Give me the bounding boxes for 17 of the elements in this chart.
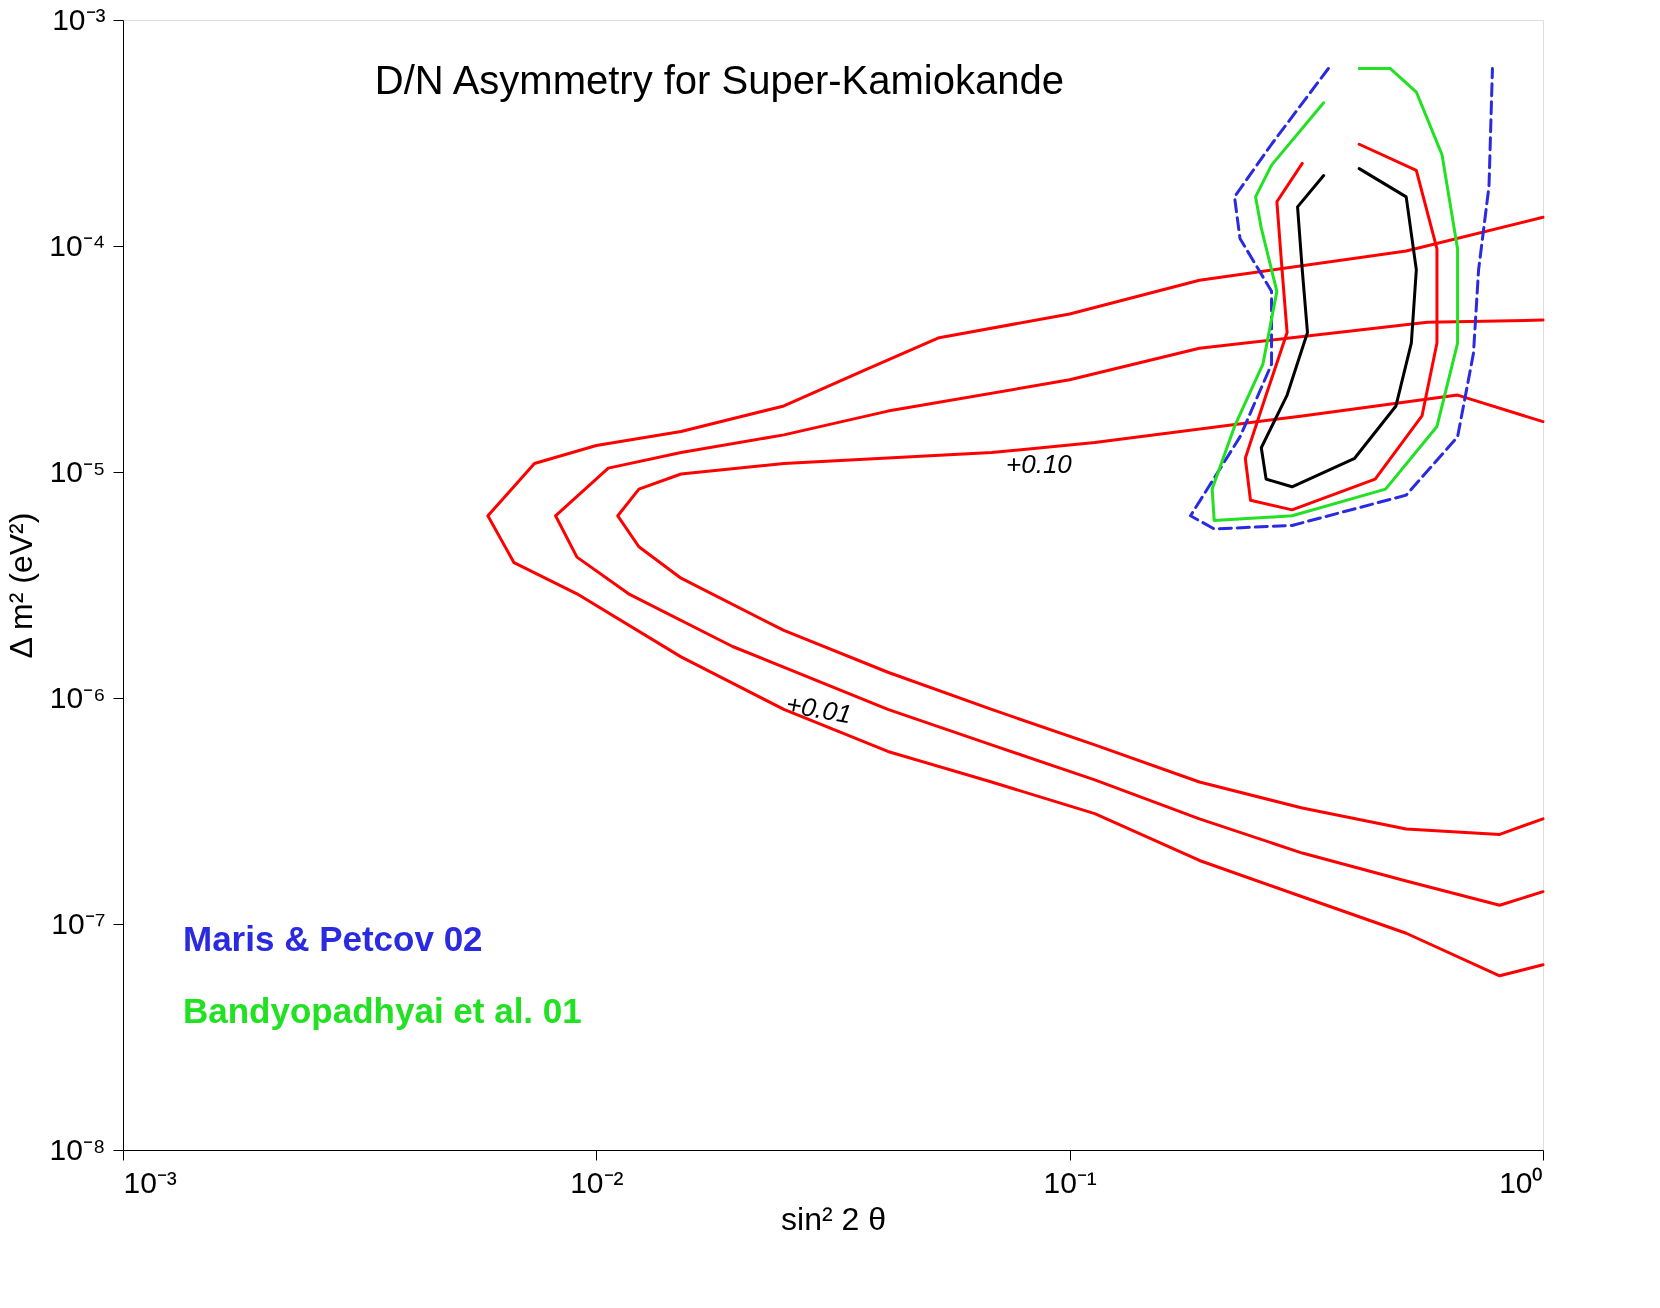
x-tick-label: 10⁻² bbox=[570, 1165, 624, 1199]
text: Maris & Petcov 02 bbox=[183, 919, 483, 958]
y-tick-label: 10⁻³ bbox=[52, 2, 106, 36]
y-tick-label: 10⁻⁸ bbox=[49, 1132, 106, 1166]
annotation: +0.10 bbox=[1006, 449, 1073, 479]
y-axis-title: Δ m² (eV²) bbox=[3, 512, 40, 659]
x-tick-label: 10⁻¹ bbox=[1043, 1165, 1097, 1199]
y-tick-label: 10⁻⁶ bbox=[49, 680, 106, 714]
y-tick-label: 10⁻⁴ bbox=[49, 228, 106, 262]
x-tick-label: 10⁻³ bbox=[123, 1165, 177, 1199]
text: Bandyopadhyai et al. 01 bbox=[183, 991, 582, 1030]
text: D/N Asymmetry for Super-Kamiokande bbox=[374, 58, 1064, 102]
y-tick-label: 10⁻⁷ bbox=[51, 906, 106, 940]
annotation: +0.01 bbox=[783, 688, 854, 730]
x-axis-title: sin² 2 θ bbox=[781, 1200, 886, 1237]
y-tick-label: 10⁻⁵ bbox=[49, 454, 106, 488]
x-tick-label: 10⁰ bbox=[1499, 1165, 1544, 1199]
